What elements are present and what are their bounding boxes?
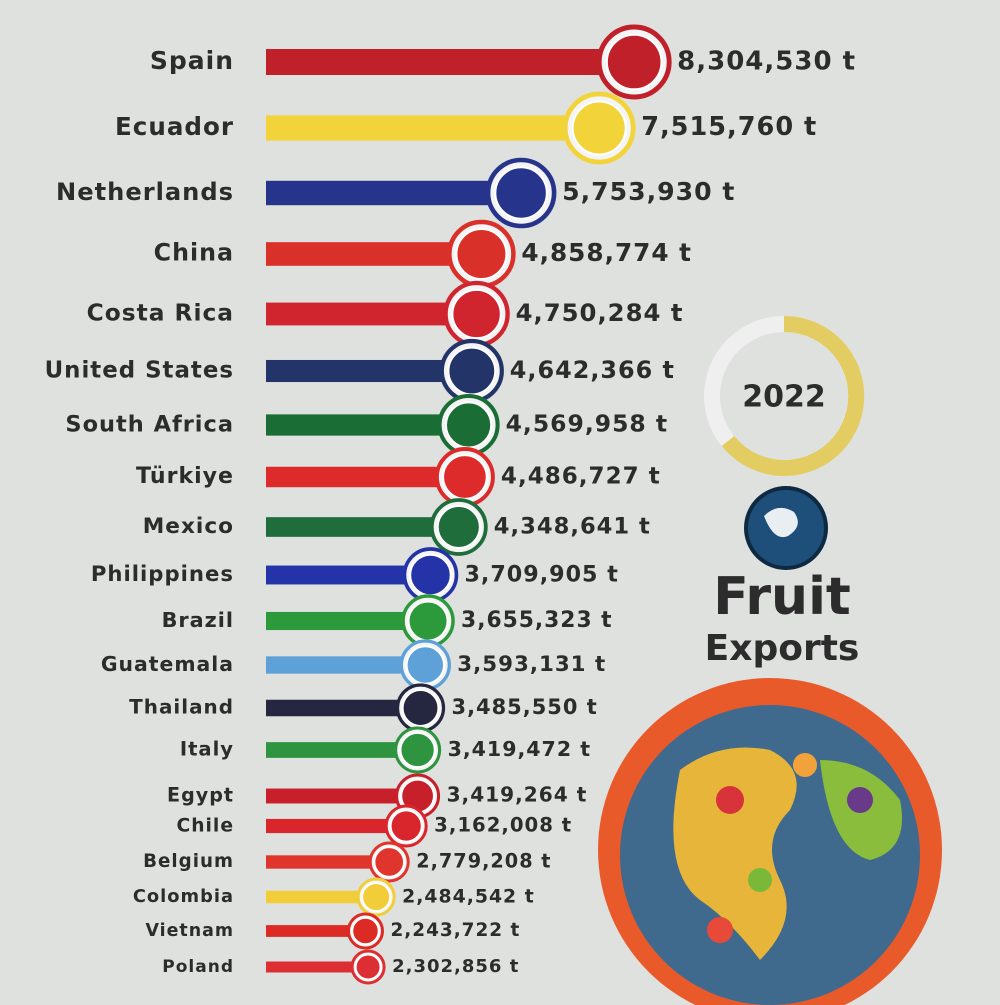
value-label: 4,348,641 t	[494, 514, 651, 540]
category-label: Belgium	[143, 851, 234, 872]
value-label: 3,593,131 t	[457, 652, 606, 677]
flag-badge	[455, 228, 508, 280]
value-label: 5,753,930 t	[562, 177, 735, 206]
flag-badge	[447, 346, 497, 396]
logo-land	[764, 507, 798, 538]
category-label: Italy	[180, 738, 234, 761]
value-label: 4,858,774 t	[521, 238, 692, 267]
flag-badge	[389, 809, 423, 843]
category-label: Guatemala	[101, 652, 234, 676]
category-label: Thailand	[129, 695, 234, 719]
bar	[266, 517, 459, 537]
fruit-globe	[598, 678, 942, 1005]
logo: Fruit Exports	[705, 486, 860, 669]
flag-badge	[451, 288, 502, 340]
year-badge: 2022	[704, 315, 865, 476]
value-label: 2,243,722 t	[390, 920, 520, 941]
bar	[266, 699, 421, 717]
fruit	[847, 787, 873, 813]
category-label: Türkiye	[136, 464, 234, 489]
bar	[266, 611, 429, 631]
fruit	[793, 753, 817, 777]
flag-badge	[442, 454, 488, 500]
category-label: Philippines	[91, 562, 234, 587]
bar	[266, 242, 482, 266]
flag-badge	[405, 645, 446, 685]
bar	[266, 414, 469, 436]
value-label: 2,302,856 t	[392, 956, 519, 977]
value-label: 4,486,727 t	[501, 464, 661, 490]
flag-badge	[444, 401, 493, 449]
category-label: Egypt	[167, 784, 234, 807]
category-label: Poland	[162, 957, 234, 977]
category-label: Ecuador	[115, 112, 234, 141]
bar	[266, 302, 477, 326]
bar	[266, 855, 390, 869]
flag-badge	[571, 100, 627, 156]
value-label: 3,419,264 t	[447, 783, 588, 807]
fruit	[748, 868, 772, 892]
value-label: 2,779,208 t	[416, 850, 551, 873]
subtitle: Exports	[705, 628, 860, 669]
bar	[266, 961, 369, 973]
category-label: China	[154, 239, 234, 267]
value-label: 3,655,323 t	[461, 608, 613, 633]
category-label: Vietnam	[145, 921, 234, 941]
flag-badge	[399, 731, 436, 769]
value-label: 3,485,550 t	[452, 695, 598, 719]
value-label: 2,484,542 t	[402, 887, 535, 908]
value-label: 4,569,958 t	[506, 410, 669, 438]
value-label: 3,162,008 t	[434, 814, 572, 837]
bar	[266, 180, 522, 206]
bar	[266, 466, 465, 488]
flag-badge	[361, 881, 392, 913]
category-label: Spain	[150, 46, 234, 75]
category-label: Netherlands	[56, 178, 234, 206]
bar	[266, 49, 635, 75]
bar	[266, 818, 407, 834]
flag-badge	[494, 166, 548, 220]
category-label: Colombia	[133, 886, 234, 907]
category-label: Brazil	[162, 608, 234, 632]
category-label: Chile	[177, 816, 234, 837]
value-label: 8,304,530 t	[677, 47, 856, 77]
flag-badge	[407, 600, 449, 642]
bar	[266, 359, 472, 383]
bar	[266, 925, 366, 937]
value-label: 4,642,366 t	[510, 356, 675, 384]
category-label: Mexico	[143, 514, 234, 539]
bar	[266, 788, 418, 804]
value-label: 3,709,905 t	[464, 562, 618, 588]
bar	[266, 115, 600, 141]
year: 2022	[742, 380, 826, 415]
value-label: 4,750,284 t	[516, 298, 684, 327]
flag-badge	[605, 33, 663, 91]
category-label: Costa Rica	[87, 300, 234, 327]
fruit	[707, 917, 733, 943]
fruit	[716, 786, 744, 814]
title: Fruit	[713, 567, 851, 627]
category-label: United States	[45, 358, 234, 384]
bar	[266, 565, 431, 585]
flag-badge	[436, 504, 481, 550]
flag-badge	[373, 846, 406, 878]
flag-badge	[401, 689, 440, 727]
value-label: 7,515,760 t	[641, 112, 817, 142]
globe-land	[673, 747, 797, 960]
year-progress	[721, 315, 865, 476]
bar	[266, 890, 377, 904]
value-label: 3,419,472 t	[448, 737, 591, 761]
flag-badge	[354, 953, 382, 981]
flag-badge	[409, 553, 452, 597]
bar	[266, 742, 418, 758]
bar	[266, 656, 426, 674]
category-label: South Africa	[65, 412, 234, 438]
flag-badge	[351, 916, 380, 946]
